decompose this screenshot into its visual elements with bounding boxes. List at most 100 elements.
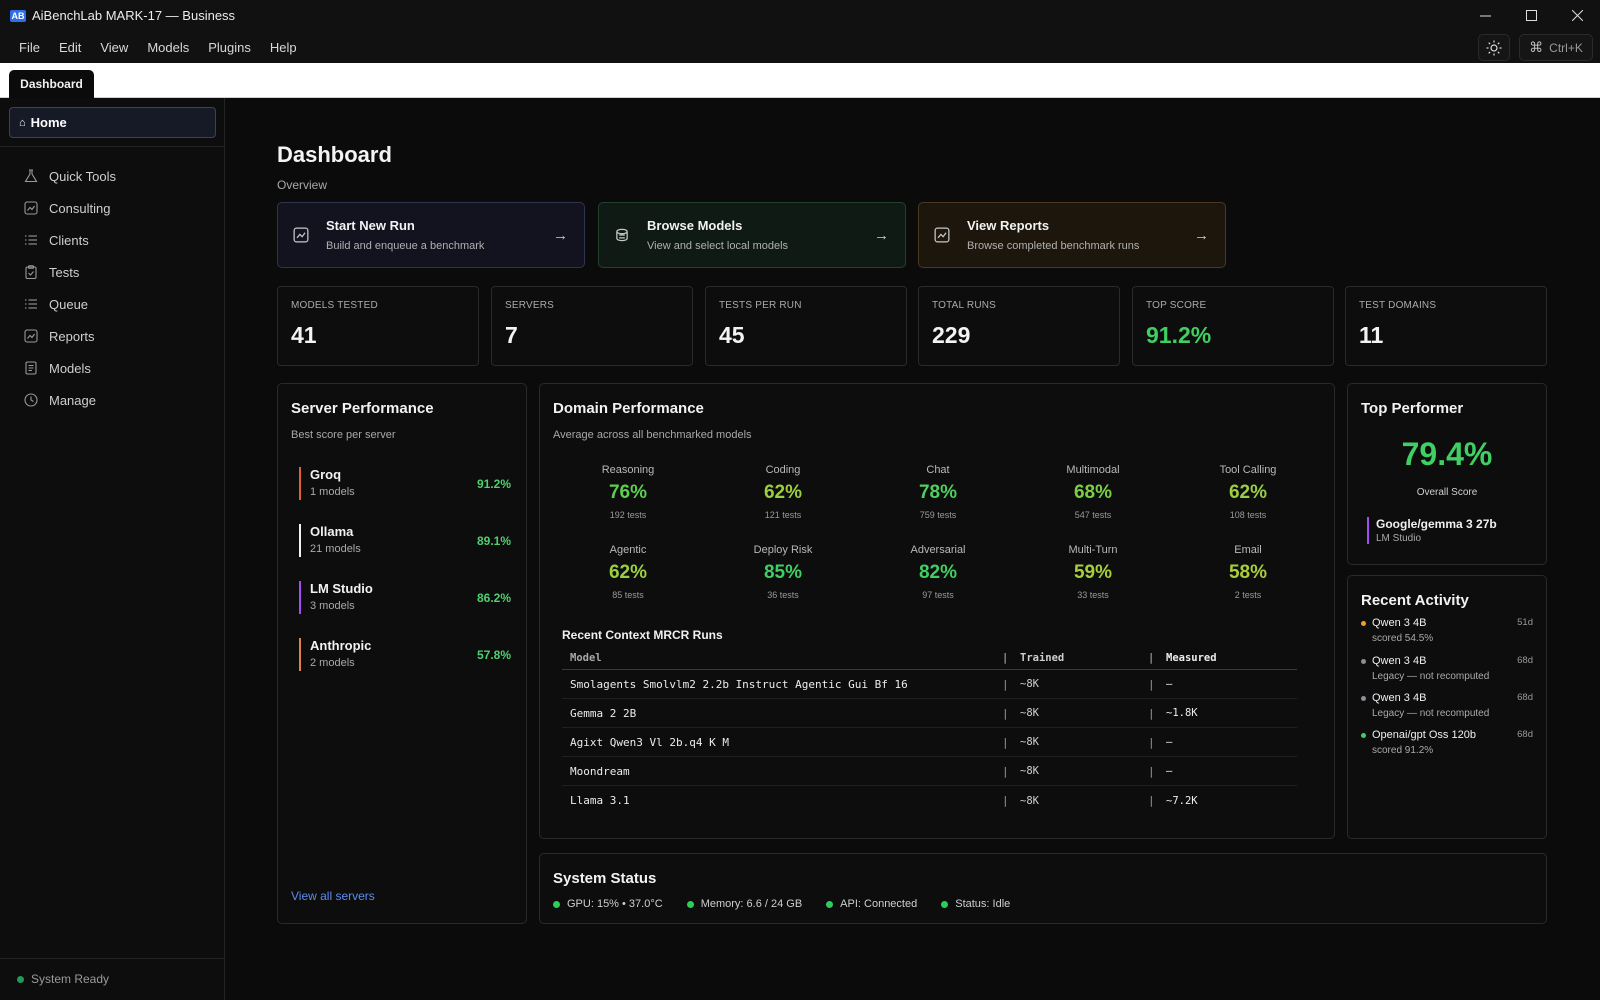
action-description: Browse completed benchmark runs [967, 240, 1140, 252]
action-description: View and select local models [647, 240, 789, 252]
server-item-anthropic[interactable]: Anthropic 2 models 57.8% [299, 638, 511, 671]
table-row[interactable]: Moondream | ~8K | — [562, 757, 1297, 786]
status-gpu-label: GPU: 15% • 37.0°C [567, 898, 663, 910]
domain-tests: 547 tests [1074, 510, 1112, 520]
domain-score: 62% [763, 482, 803, 503]
domain-adversarial: Adversarial 82% 97 tests [868, 544, 1008, 600]
flask-icon [24, 169, 38, 183]
list-icon [24, 233, 38, 247]
menu-file[interactable]: File [19, 39, 40, 55]
domain-name: Email [1234, 544, 1262, 556]
system-ready-label: System Ready [31, 972, 110, 986]
sidebar-item-clients[interactable]: Clients [0, 224, 224, 256]
command-palette-button[interactable]: ⌘ Ctrl+K [1519, 34, 1593, 61]
card-title: Domain Performance [553, 400, 704, 417]
sidebar-item-manage[interactable]: Manage [0, 384, 224, 416]
model-name: Google/gemma 3 27b [1376, 517, 1497, 531]
sidebar-item-reports[interactable]: Reports [0, 320, 224, 352]
start-new-run-card[interactable]: Start New Run Build and enqueue a benchm… [277, 202, 585, 268]
menu-view[interactable]: View [100, 39, 129, 55]
activity-item[interactable]: Qwen 3 4B scored 54.5% 51d [1361, 617, 1533, 644]
domain-chat: Chat 78% 759 tests [868, 464, 1008, 520]
action-title: Start New Run [326, 218, 415, 233]
status-memory-label: Memory: 6.6 / 24 GB [700, 898, 803, 910]
status-dot [686, 900, 694, 908]
activity-item[interactable]: Qwen 3 4B Legacy — not recomputed 68d [1361, 692, 1533, 719]
cell-trained: ~8K [1020, 678, 1039, 690]
stat-total-runs: TOTAL RUNS 229 [918, 286, 1120, 366]
domain-score: 58% [1228, 562, 1268, 583]
server-model-count: 21 models [310, 543, 361, 555]
table-row[interactable]: Agixt Qwen3 Vl 2b.q4 K M | ~8K | — [562, 728, 1297, 757]
minimize-icon[interactable] [1462, 0, 1508, 31]
menu-models[interactable]: Models [147, 39, 190, 55]
browse-models-card[interactable]: Browse Models View and select local mode… [598, 202, 906, 268]
menu-edit[interactable]: Edit [58, 39, 82, 55]
tab-strip: Dashboard [0, 63, 1600, 98]
top-performer-card: Top Performer 79.4% Overall Score Google… [1347, 383, 1547, 565]
server-item-lm-studio[interactable]: LM Studio 3 models 86.2% [299, 581, 511, 614]
theme-toggle-button[interactable] [1478, 34, 1510, 61]
domain-tests: 2 tests [1234, 590, 1262, 600]
activity-item[interactable]: Openai/gpt Oss 120b scored 91.2% 68d [1361, 729, 1533, 756]
domain-deploy-risk: Deploy Risk 85% 36 tests [713, 544, 853, 600]
card-title: System Status [553, 870, 657, 887]
column-header: Trained [1020, 651, 1065, 664]
domain-score: 62% [608, 562, 648, 583]
close-icon[interactable] [1554, 0, 1600, 31]
sidebar-item-label: Models [49, 360, 91, 376]
sun-icon [1486, 40, 1502, 55]
status-dot [826, 900, 834, 908]
page-subtitle: Overview [277, 178, 328, 192]
stat-value: 91.2% [1146, 322, 1212, 348]
cell-measured: — [1166, 678, 1173, 690]
top-performer-score: 79.4% [1401, 436, 1493, 472]
stat-servers: SERVERS 7 [491, 286, 693, 366]
domain-score: 62% [1228, 482, 1268, 503]
server-item-groq[interactable]: Groq 1 models 91.2% [299, 467, 511, 500]
domain-name: Deploy Risk [753, 544, 813, 556]
clipboard-icon [24, 265, 38, 279]
sidebar-item-queue[interactable]: Queue [0, 288, 224, 320]
table-row[interactable]: Gemma 2 2B | ~8K | ~1.8K [562, 699, 1297, 728]
cell-measured: — [1166, 736, 1173, 748]
menu-help[interactable]: Help [269, 39, 297, 55]
card-title: Recent Activity [1361, 592, 1469, 609]
cell-model: Smolagents Smolvlm2 2.2b Instruct Agenti… [570, 677, 908, 691]
menu-plugins[interactable]: Plugins [208, 39, 251, 55]
top-performer-model[interactable]: Google/gemma 3 27b LM Studio [1367, 517, 1497, 544]
stat-value: 7 [505, 322, 518, 348]
tab-dashboard[interactable]: Dashboard [9, 70, 94, 98]
server-item-ollama[interactable]: Ollama 21 models 89.1% [299, 524, 511, 557]
activity-description: Legacy — not recomputed [1372, 671, 1490, 682]
sidebar-home-label: Home [30, 115, 67, 130]
stat-label: TOP SCORE [1146, 300, 1207, 311]
domain-name: Agentic [609, 544, 647, 556]
table-row[interactable]: Llama 3.1 | ~8K | ~7.2K [562, 786, 1297, 815]
database-icon [613, 226, 631, 244]
activity-status-dot [1361, 696, 1366, 701]
book-icon [24, 361, 38, 375]
sidebar-nav: Quick Tools Consulting Clients Tests Que… [0, 160, 224, 416]
table-row[interactable]: Smolagents Smolvlm2 2.2b Instruct Agenti… [562, 670, 1297, 699]
sidebar-item-models[interactable]: Models [0, 352, 224, 384]
status-api: API: Connected [826, 898, 917, 910]
sidebar-home-button[interactable]: ⌂ Home [9, 107, 216, 138]
command-key-icon: ⌘ [1529, 39, 1544, 55]
sidebar-item-quick-tools[interactable]: Quick Tools [0, 160, 224, 192]
domain-score: 82% [918, 562, 958, 583]
activity-model: Qwen 3 4B [1372, 617, 1427, 629]
view-all-servers-link[interactable]: View all servers [291, 889, 375, 903]
cell-trained: ~8K [1020, 794, 1039, 807]
activity-item[interactable]: Qwen 3 4B Legacy — not recomputed 68d [1361, 655, 1533, 682]
stat-tests-per-run: TESTS PER RUN 45 [705, 286, 907, 366]
sidebar-item-tests[interactable]: Tests [0, 256, 224, 288]
sidebar-item-consulting[interactable]: Consulting [0, 192, 224, 224]
card-title: Server Performance [291, 400, 434, 417]
status-memory: Memory: 6.6 / 24 GB [686, 898, 803, 910]
action-description: Build and enqueue a benchmark [326, 240, 485, 252]
card-subtitle: Average across all benchmarked models [553, 429, 752, 441]
view-reports-card[interactable]: View Reports Browse completed benchmark … [918, 202, 1226, 268]
maximize-icon[interactable] [1508, 0, 1554, 31]
activity-time: 51d [1517, 617, 1533, 628]
